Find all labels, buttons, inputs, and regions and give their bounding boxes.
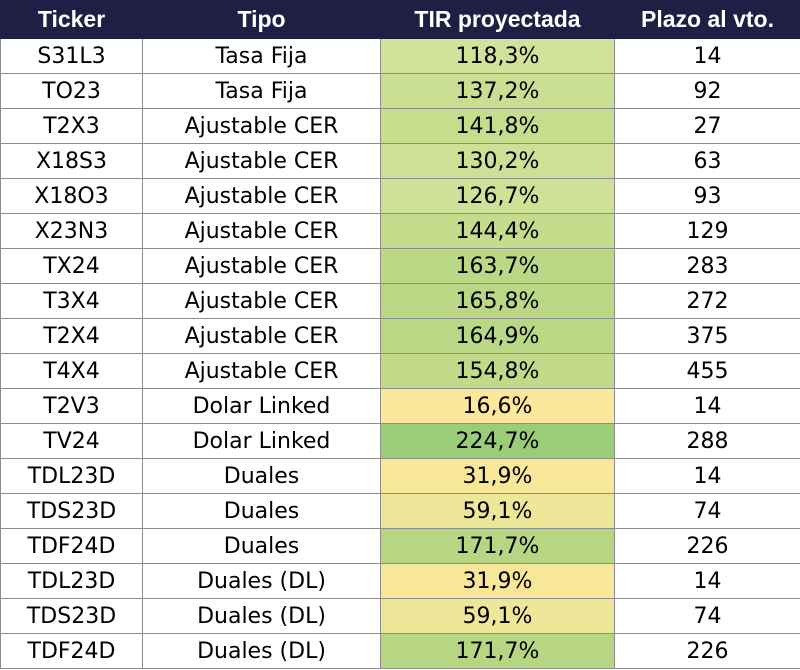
plazo-cell: 74	[614, 493, 800, 529]
plazo-cell: 92	[614, 73, 800, 109]
tipo-cell: Ajustable CER	[142, 213, 381, 249]
tir-cell: 224,7%	[380, 423, 615, 459]
ticker-cell: TO23	[0, 73, 143, 109]
plazo-cell: 226	[614, 633, 800, 669]
plazo-cell: 283	[614, 248, 800, 284]
plazo-cell: 455	[614, 353, 800, 389]
ticker-cell: S31L3	[0, 38, 143, 74]
tipo-cell: Duales	[142, 528, 381, 564]
tipo-cell: Duales	[142, 458, 381, 494]
tipo-cell: Duales (DL)	[142, 598, 381, 634]
tipo-cell: Duales	[142, 493, 381, 529]
table-row: X23N3 Ajustable CER 144,4% 129	[0, 213, 800, 249]
tir-cell: 130,2%	[380, 143, 615, 179]
plazo-cell: 14	[614, 563, 800, 599]
tir-cell: 141,8%	[380, 108, 615, 144]
ticker-cell: T2X4	[0, 318, 143, 354]
tir-cell: 126,7%	[380, 178, 615, 214]
plazo-cell: 27	[614, 108, 800, 144]
table-row: T4X4 Ajustable CER 154,8% 455	[0, 353, 800, 389]
table-row: TDL23D Duales 31,9% 14	[0, 458, 800, 494]
tir-cell: 31,9%	[380, 563, 615, 599]
ticker-cell: TDS23D	[0, 598, 143, 634]
tipo-cell: Tasa Fija	[142, 38, 381, 74]
table-row: X18S3 Ajustable CER 130,2% 63	[0, 143, 800, 179]
ticker-cell: TX24	[0, 248, 143, 284]
table-row: T2X4 Ajustable CER 164,9% 375	[0, 318, 800, 354]
column-header-plazo: Plazo al vto.	[614, 0, 800, 39]
table-body: S31L3 Tasa Fija 118,3% 14 TO23 Tasa Fija 137,2…	[0, 38, 800, 669]
plazo-cell: 14	[614, 388, 800, 424]
ticker-cell: TDL23D	[0, 563, 143, 599]
table-row: S31L3 Tasa Fija 118,3% 14	[0, 38, 800, 74]
table-row: TDS23D Duales (DL) 59,1% 74	[0, 598, 800, 634]
table-row: T2X3 Ajustable CER 141,8% 27	[0, 108, 800, 144]
tipo-cell: Ajustable CER	[142, 283, 381, 319]
plazo-cell: 226	[614, 528, 800, 564]
tir-cell: 171,7%	[380, 633, 615, 669]
table-row: TX24 Ajustable CER 163,7% 283	[0, 248, 800, 284]
tir-cell: 163,7%	[380, 248, 615, 284]
tipo-cell: Dolar Linked	[142, 423, 381, 459]
tipo-cell: Duales (DL)	[142, 633, 381, 669]
tir-cell: 154,8%	[380, 353, 615, 389]
tir-cell: 59,1%	[380, 598, 615, 634]
ticker-cell: TDS23D	[0, 493, 143, 529]
plazo-cell: 93	[614, 178, 800, 214]
plazo-cell: 63	[614, 143, 800, 179]
table-row: TDL23D Duales (DL) 31,9% 14	[0, 563, 800, 599]
tipo-cell: Ajustable CER	[142, 353, 381, 389]
tipo-cell: Ajustable CER	[142, 143, 381, 179]
ticker-cell: T4X4	[0, 353, 143, 389]
ticker-cell: X23N3	[0, 213, 143, 249]
tipo-cell: Duales (DL)	[142, 563, 381, 599]
ticker-cell: X18S3	[0, 143, 143, 179]
table-row: TDF24D Duales 171,7% 226	[0, 528, 800, 564]
tipo-cell: Ajustable CER	[142, 108, 381, 144]
column-header-tir: TIR proyectada	[380, 0, 615, 39]
plazo-cell: 375	[614, 318, 800, 354]
ticker-cell: T2V3	[0, 388, 143, 424]
column-header-ticker: Ticker	[0, 0, 143, 39]
plazo-cell: 14	[614, 38, 800, 74]
tipo-cell: Tasa Fija	[142, 73, 381, 109]
ticker-cell: T3X4	[0, 283, 143, 319]
tir-cell: 137,2%	[380, 73, 615, 109]
plazo-cell: 288	[614, 423, 800, 459]
ticker-cell: X18O3	[0, 178, 143, 214]
tipo-cell: Ajustable CER	[142, 248, 381, 284]
plazo-cell: 74	[614, 598, 800, 634]
plazo-cell: 129	[614, 213, 800, 249]
table-row: TDF24D Duales (DL) 171,7% 226	[0, 633, 800, 669]
table-row: TV24 Dolar Linked 224,7% 288	[0, 423, 800, 459]
table-row: TO23 Tasa Fija 137,2% 92	[0, 73, 800, 109]
header-row: Ticker Tipo TIR proyectada Plazo al vto.	[0, 0, 800, 39]
tir-cell: 16,6%	[380, 388, 615, 424]
tir-cell: 171,7%	[380, 528, 615, 564]
ticker-cell: TV24	[0, 423, 143, 459]
tir-cell: 118,3%	[380, 38, 615, 74]
tipo-cell: Dolar Linked	[142, 388, 381, 424]
plazo-cell: 14	[614, 458, 800, 494]
tir-cell: 165,8%	[380, 283, 615, 319]
tir-cell: 59,1%	[380, 493, 615, 529]
tipo-cell: Ajustable CER	[142, 178, 381, 214]
table-row: T2V3 Dolar Linked 16,6% 14	[0, 388, 800, 424]
ticker-cell: T2X3	[0, 108, 143, 144]
ticker-cell: TDF24D	[0, 528, 143, 564]
column-header-tipo: Tipo	[142, 0, 381, 39]
tir-cell: 164,9%	[380, 318, 615, 354]
tir-cell: 144,4%	[380, 213, 615, 249]
tipo-cell: Ajustable CER	[142, 318, 381, 354]
table-row: T3X4 Ajustable CER 165,8% 272	[0, 283, 800, 319]
tir-cell: 31,9%	[380, 458, 615, 494]
ticker-cell: TDF24D	[0, 633, 143, 669]
table-row: TDS23D Duales 59,1% 74	[0, 493, 800, 529]
ticker-cell: TDL23D	[0, 458, 143, 494]
table-row: X18O3 Ajustable CER 126,7% 93	[0, 178, 800, 214]
plazo-cell: 272	[614, 283, 800, 319]
